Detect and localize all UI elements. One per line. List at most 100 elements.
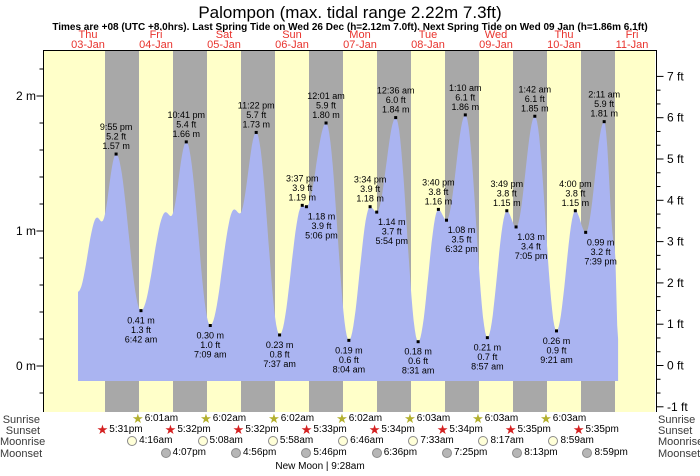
tide-event-dot xyxy=(278,333,282,337)
almanac-row-label-moonset: Moonset xyxy=(0,447,43,460)
tide-event-dot xyxy=(208,324,212,327)
sunset-event: ★ 5:31pm xyxy=(96,421,143,437)
sunrise-star-icon: ★ xyxy=(336,410,348,426)
sunrise-event: ★ 6:02am xyxy=(268,410,315,426)
moonset-time: 8:59pm xyxy=(594,446,628,458)
right-axis-label: 0 ft xyxy=(667,359,684,373)
tide-event-dot xyxy=(324,121,328,125)
sunrise-time: 6:02am xyxy=(280,412,315,424)
tide-event-dot xyxy=(304,205,308,209)
tide-event-label: 1.03 m 3.4 ft 7:05 pm xyxy=(515,232,548,261)
moonrise-time: 8:17am xyxy=(490,435,524,447)
moonrise-event: 4:16am xyxy=(127,435,173,447)
sunset-star-icon: ★ xyxy=(504,421,517,437)
left-axis-label: 2 m xyxy=(16,89,36,103)
moonset-circle-icon xyxy=(160,447,171,458)
axes xyxy=(36,50,664,412)
sunset-time: 5:34pm xyxy=(381,423,415,435)
moonset-time: 8:13pm xyxy=(524,446,558,458)
right-axis-label: 3 ft xyxy=(667,235,684,249)
sunset-time: 5:33pm xyxy=(313,423,347,435)
tide-event-label: 0.19 m 0.6 ft 8:04 am xyxy=(333,345,366,374)
almanac-row-label-sunrise: Sunrise xyxy=(2,413,40,426)
tide-event-label: 1.08 m 3.5 ft 6:32 pm xyxy=(445,225,478,254)
sunset-time: 5:32pm xyxy=(177,423,211,435)
right-axis-label: 4 ft xyxy=(667,193,684,207)
almanac-row-label-sunset: Sunset xyxy=(5,424,40,437)
tide-event-dot xyxy=(184,140,188,144)
day-date: 07-Jan xyxy=(343,39,377,51)
day-weekday: Thu xyxy=(554,29,574,41)
day-weekday: Thu xyxy=(78,29,98,41)
day-label: Tue 08-Jan xyxy=(411,30,445,51)
left-axis-label: 1 m xyxy=(16,224,36,238)
day-date: 05-Jan xyxy=(207,39,241,51)
moonset-time: 4:56pm xyxy=(242,446,277,458)
moonrise-event: 5:08am xyxy=(197,436,243,447)
sunrise-star-icon: ★ xyxy=(268,410,280,426)
sunrise-time: 6:02am xyxy=(348,412,383,424)
sunset-event: ★ 5:35pm xyxy=(573,423,619,436)
tide-event-label: 0.41 m 1.3 ft 6:42 am xyxy=(125,316,158,345)
right-axis-label: 5 ft xyxy=(667,152,684,166)
day-date: 06-Jan xyxy=(275,39,309,51)
moonset-time: 4:07pm xyxy=(172,446,207,458)
tide-event-label: 0.26 m 0.9 ft 9:21 am xyxy=(540,336,573,365)
tide-event-label: 3:34 pm 3.9 ft 1.18 m xyxy=(354,175,387,204)
moonset-circle-icon xyxy=(582,447,593,458)
sunrise-event: ★ 6:02am xyxy=(336,410,383,426)
sunset-time: 5:31pm xyxy=(109,423,143,435)
day-label: Fri 04-Jan xyxy=(139,30,173,51)
tide-event-label: 3:49 pm 3.8 ft 1.15 m xyxy=(491,179,524,208)
almanac-row-label-moonrise: Moonrise xyxy=(0,436,46,449)
moonrise-event: 8:59am xyxy=(548,435,594,447)
tide-event-label: 0.30 m 1.0 ft 7:09 am xyxy=(194,331,227,360)
sunset-time: 5:32pm xyxy=(245,423,279,435)
moonrise-time: 4:16am xyxy=(139,435,173,447)
almanac-row-label-sunrise: Sunrise xyxy=(658,413,696,426)
tide-area xyxy=(78,114,619,382)
moonset-circle-icon xyxy=(301,447,312,458)
sunrise-time: 6:03am xyxy=(416,412,451,424)
almanac-row-label-moonrise: Moonrise xyxy=(658,436,700,449)
moonset-circle-icon xyxy=(371,447,382,458)
day-label: Sun 06-Jan xyxy=(275,29,309,51)
day-label: Thu 10-Jan xyxy=(547,29,581,51)
moonset-time: 6:36pm xyxy=(383,446,418,458)
tide-event-dot xyxy=(584,230,588,234)
moonset-circle-icon xyxy=(230,447,241,458)
day-date: 03-Jan xyxy=(71,39,105,51)
tide-event-dot xyxy=(573,209,577,213)
tide-event-dot xyxy=(394,116,398,120)
moonset-circle-icon xyxy=(512,447,523,458)
sunrise-event: ★ 6:03am xyxy=(472,412,518,425)
sunrise-event: ★ 6:03am xyxy=(404,412,451,425)
moonset-event: 8:59pm xyxy=(582,446,628,458)
right-axis-label: 7 ft xyxy=(667,69,684,83)
day-label: Fri 11-Jan xyxy=(616,30,649,51)
moonset-circle-icon xyxy=(442,447,452,458)
tide-event-dot xyxy=(485,336,489,340)
moonrise-circle-icon xyxy=(197,436,208,447)
sunset-event: ★ 5:34pm xyxy=(437,423,483,436)
moonrise-circle-icon xyxy=(548,436,559,447)
tide-event-dot xyxy=(436,207,440,211)
tide-event-dot xyxy=(554,329,558,333)
sunrise-time: 6:02am xyxy=(212,412,247,424)
tide-event-dot xyxy=(254,130,258,134)
tide-event-label: 3:40 pm 3.8 ft 1.16 m xyxy=(422,177,455,206)
day-weekday: Sun xyxy=(282,29,302,41)
tide-event-dot xyxy=(114,152,118,156)
sunrise-time: 6:03am xyxy=(552,412,587,424)
tide-event-label: 11:22 pm 5.7 ft 1.73 m xyxy=(238,100,275,129)
tide-event-label: 12:36 am 6.0 ft 1.84 m xyxy=(377,86,415,115)
moonrise-circle-icon xyxy=(267,436,278,447)
tide-event-dot xyxy=(300,203,304,207)
tide-annotations: 9:55 pm 5.2 ft 1.57 m 0.41 m 1.3 ft 6:42 am 10… xyxy=(100,83,620,376)
tide-event-label: 3:37 pm 3.9 ft 1.19 m xyxy=(286,173,319,202)
moonset-event: 4:07pm xyxy=(160,446,207,458)
sunset-star-icon: ★ xyxy=(96,421,109,437)
moonrise-circle-icon xyxy=(127,436,138,447)
moonrise-time: 8:59am xyxy=(560,435,594,447)
